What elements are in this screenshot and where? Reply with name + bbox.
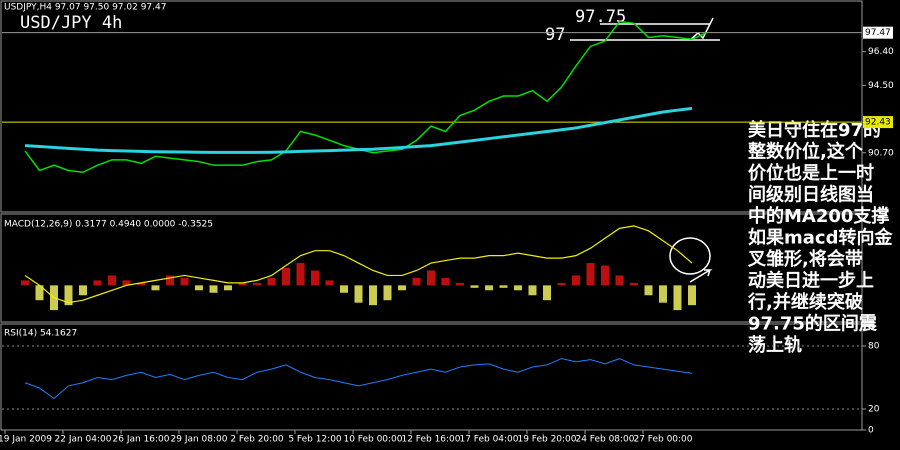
histogram-bar xyxy=(64,285,73,306)
x-tick-label: 19 Jan 2009 xyxy=(0,435,52,445)
frame xyxy=(0,0,863,213)
histogram-bar xyxy=(166,275,174,286)
price-box xyxy=(863,26,893,39)
note-line: 叉雏形,将会带 xyxy=(747,248,863,270)
note-line: 美日守住在97的 xyxy=(748,119,881,141)
x-tick-label: 22 Jan 04:00 xyxy=(55,435,112,445)
price-label: 97.47 xyxy=(865,28,891,38)
histogram-bar xyxy=(340,285,348,293)
note-line: 行,并继续突破 xyxy=(747,291,863,313)
histogram-bar xyxy=(108,275,116,286)
x-tick-label: 24 Feb 08:00 xyxy=(575,435,634,445)
drawn-circle xyxy=(669,237,711,275)
series-line xyxy=(24,106,693,154)
histogram-bar xyxy=(673,285,682,311)
histogram-bar xyxy=(441,277,450,286)
histogram-bar xyxy=(470,285,479,288)
x-tick-label: 5 Feb 12:00 xyxy=(288,435,342,445)
y-tick-label: 20 xyxy=(868,405,880,415)
y-tick-label: 80 xyxy=(868,342,880,352)
x-tick-label: 12 Feb 16:00 xyxy=(401,435,460,445)
x-tick-label: 19 Feb 20:00 xyxy=(517,435,576,445)
histogram-bar xyxy=(354,285,363,303)
histogram-bar xyxy=(325,280,334,286)
annotation: 97 xyxy=(545,25,565,45)
histogram-bar xyxy=(557,282,566,286)
note-line: 中的MA200支撑 xyxy=(748,205,889,227)
note-line: 价位也是上一时 xyxy=(748,162,874,184)
histogram-bar xyxy=(644,285,653,296)
series-line xyxy=(24,358,693,400)
note-line: 整数价位,这个 xyxy=(747,141,864,163)
histogram-bar xyxy=(296,263,305,286)
histogram-bar xyxy=(21,280,29,286)
x-tick-label: 10 Feb 00:00 xyxy=(343,435,402,445)
histogram-bar xyxy=(93,280,102,286)
histogram-bar xyxy=(659,285,667,303)
symbol-label: USD/JPY 4h xyxy=(20,13,122,33)
histogram-bar xyxy=(586,263,595,286)
histogram-bar xyxy=(35,285,44,301)
note: 美日守住在97的整数价位,这个价位也是上一时间级别日线图当中的MA200支撑如果… xyxy=(747,119,893,356)
frames xyxy=(0,0,863,431)
x-tick-label: 2 Feb 20:00 xyxy=(230,435,284,445)
histogram-bar xyxy=(615,275,624,286)
series-line xyxy=(24,225,693,304)
histogram-bar xyxy=(630,282,638,286)
frame xyxy=(0,213,863,323)
histogram-bar xyxy=(485,285,493,291)
note-line: 如果macd转向金 xyxy=(748,227,893,249)
histogram-bar xyxy=(572,275,580,286)
drawn-arrow xyxy=(689,269,713,283)
histogram-bar xyxy=(122,280,131,286)
y-tick-label: 0 xyxy=(868,426,874,436)
histogram-bar xyxy=(79,285,87,296)
note-line: 动美日进一步上 xyxy=(748,270,874,292)
histogram-bar xyxy=(180,277,189,286)
histogram-bar xyxy=(456,282,464,286)
histogram-bar xyxy=(311,270,319,286)
histogram-bar xyxy=(688,285,696,306)
histogram-bar xyxy=(253,282,261,286)
histogram-bar xyxy=(224,285,232,291)
level-box xyxy=(863,116,893,129)
histogram-bar xyxy=(238,282,247,286)
series-line xyxy=(24,20,707,174)
histogram-bar xyxy=(398,285,406,291)
panel-title: USDJPY,H4 97.07 97.50 97.02 97.47 xyxy=(4,3,166,13)
note-line: 荡上轨 xyxy=(748,334,802,356)
panel-title: RSI(14) 54.1627 xyxy=(4,329,77,339)
histogram-bar xyxy=(267,277,276,286)
y-tick-label: 94.50 xyxy=(868,81,894,91)
histogram-bar xyxy=(195,285,203,291)
histogram-bar xyxy=(514,285,522,291)
histogram-bar xyxy=(209,285,218,293)
y-tick-label: 90.70 xyxy=(868,148,894,158)
histogram-bar xyxy=(528,285,537,296)
histogram-bar xyxy=(543,285,551,301)
histogram-bar xyxy=(282,268,290,286)
y-tick-label: 96.40 xyxy=(868,47,894,57)
x-tick-label: 26 Jan 16:00 xyxy=(113,435,170,445)
histogram-bar xyxy=(369,285,377,306)
histogram-bar xyxy=(383,285,392,301)
annotation: 97.75 xyxy=(575,7,626,27)
frame xyxy=(0,323,863,431)
x-tick-label: 27 Feb 00:00 xyxy=(633,435,692,445)
histogram-bar xyxy=(412,277,421,286)
x-tick-label: 17 Feb 04:00 xyxy=(459,435,518,445)
histogram-bar xyxy=(499,285,508,288)
note-line: 97.75的区间震 xyxy=(748,313,878,335)
x-tick-label: 29 Jan 08:00 xyxy=(171,435,228,445)
level-label: 92.43 xyxy=(865,118,891,128)
histogram-bar xyxy=(427,270,435,286)
histogram-bar xyxy=(151,285,160,291)
histogram-bar xyxy=(137,282,145,286)
histogram-bar xyxy=(601,265,609,286)
note-line: 间级别日线图当 xyxy=(748,184,874,206)
panel-title: MACD(12,26,9) 0.3177 0.4940 0.0000 -0.35… xyxy=(4,220,213,230)
